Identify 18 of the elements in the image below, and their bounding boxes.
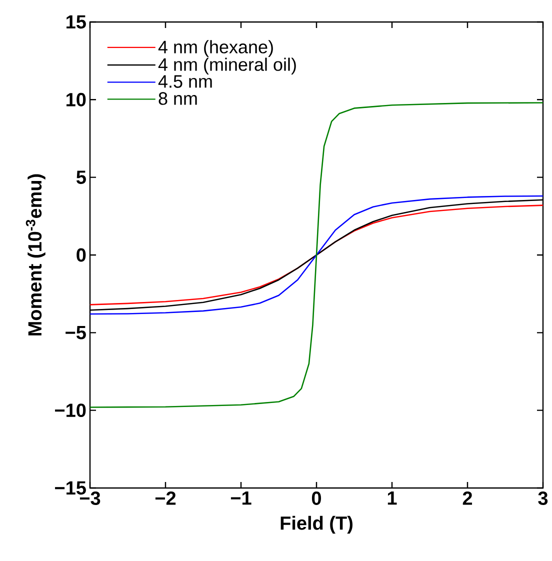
x-tick-label: 1 xyxy=(388,492,397,505)
y-axis-title: Moment (10$^{-3}$emu) xyxy=(26,174,46,336)
x-tick-label: −1 xyxy=(230,492,252,505)
legend-label: 8 nm xyxy=(158,92,197,105)
y-tick-label: −5 xyxy=(66,326,86,340)
y-tick-label: 0 xyxy=(76,248,86,262)
legend-label: 4 nm (mineral oil) xyxy=(158,58,296,74)
x-axis-title: Field (T) xyxy=(280,516,352,534)
x-tick-label: 0 xyxy=(312,492,321,505)
x-tick-label: −2 xyxy=(155,492,176,505)
y-tick-label: −10 xyxy=(55,404,86,418)
legend-label: 4.5 nm xyxy=(158,75,212,88)
x-tick-label: 2 xyxy=(462,492,472,505)
y-tick-label: 15 xyxy=(66,15,86,29)
legend-label: 4 nm (hexane) xyxy=(158,40,273,57)
x-tick-label: 3 xyxy=(538,492,548,506)
y-tick-label: 5 xyxy=(76,170,86,184)
y-tick-label: 10 xyxy=(66,92,86,106)
